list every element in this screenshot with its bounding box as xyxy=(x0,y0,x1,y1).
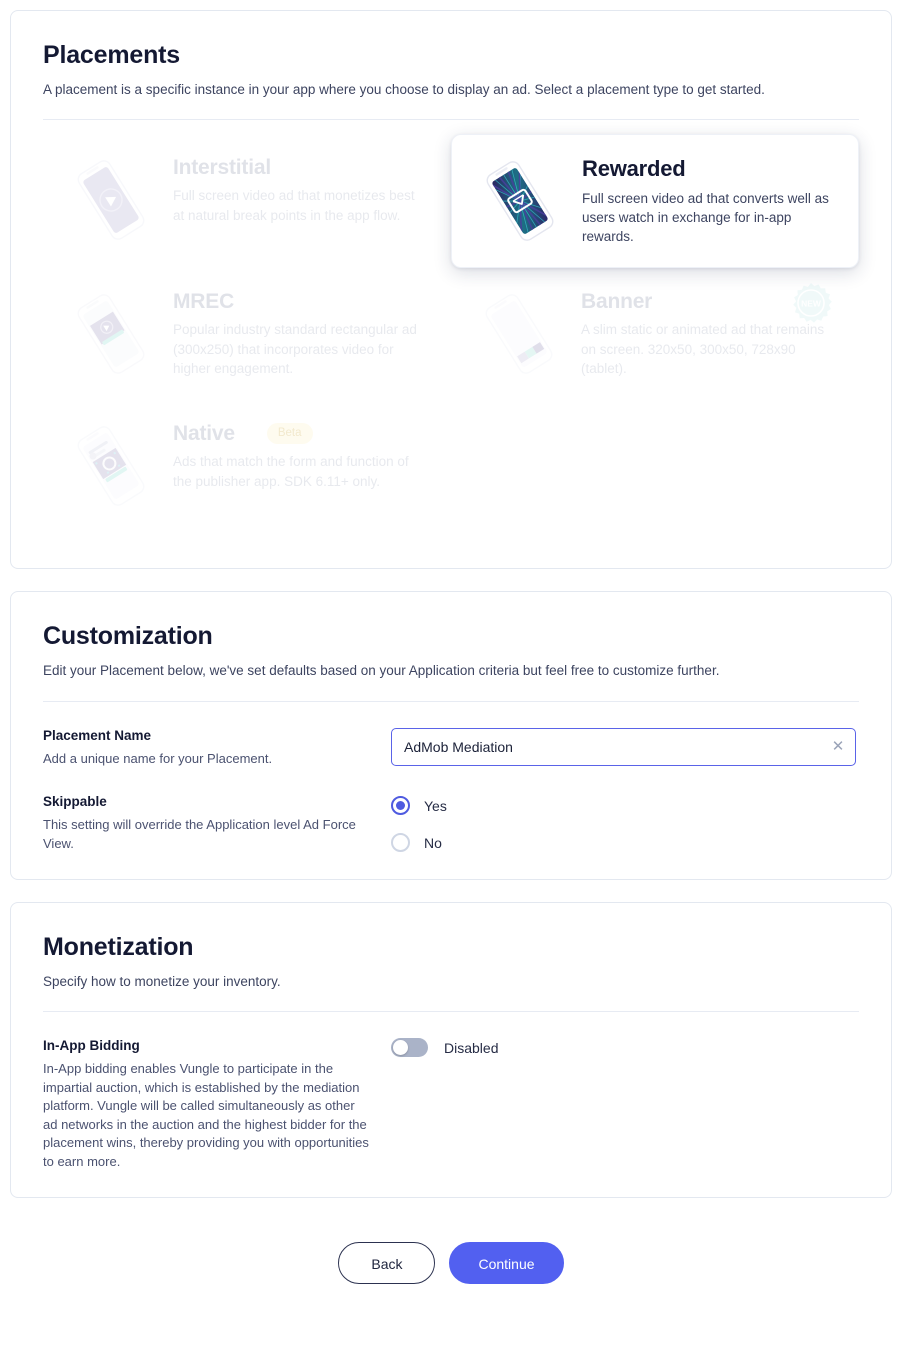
placement-wizard-page: Placements A placement is a specific ins… xyxy=(10,10,892,1314)
customization-title: Customization xyxy=(43,622,213,651)
placement-card-title: Interstitial xyxy=(173,156,271,180)
placement-card-mrec[interactable]: MREC Popular industry standard rectangul… xyxy=(43,268,451,400)
placements-panel: Placements A placement is a specific ins… xyxy=(10,10,892,570)
in-app-bidding-toggle[interactable] xyxy=(391,1038,428,1058)
placement-card-title: Native xyxy=(173,422,235,446)
placement-card-description: Full screen video ad that monetizes best… xyxy=(173,188,415,223)
customization-panel: Customization Edit your Placement below,… xyxy=(10,591,892,880)
placement-card-native[interactable]: Native Beta Ads that match the form and f… xyxy=(43,400,451,532)
monetization-title: Monetization xyxy=(43,932,194,961)
radio-label: No xyxy=(424,834,442,851)
placement-card-description: Popular industry standard rectangular ad… xyxy=(173,322,417,376)
phone-banner-icon xyxy=(471,286,567,382)
in-app-bidding-help: In-App bidding enables Vungle to partici… xyxy=(43,1061,369,1169)
in-app-bidding-label: In-App Bidding xyxy=(43,1038,140,1054)
back-button[interactable]: Back xyxy=(338,1242,436,1285)
radio-icon xyxy=(391,796,410,816)
customization-subtitle: Edit your Placement below, we've set def… xyxy=(43,663,720,679)
placements-title: Placements xyxy=(43,41,180,69)
placement-card-description: Ads that match the form and function of … xyxy=(173,454,409,489)
new-badge: NEW xyxy=(789,282,833,326)
continue-button[interactable]: Continue xyxy=(449,1242,564,1285)
customization-form: Placement Name Add a unique name for you… xyxy=(43,702,859,879)
placement-name-input[interactable] xyxy=(391,727,856,766)
skippable-option-no[interactable]: No xyxy=(391,833,859,853)
close-icon[interactable]: ✕ xyxy=(831,737,845,755)
placement-card-interstitial[interactable]: Interstitial Full screen video ad that m… xyxy=(43,134,451,268)
in-app-bidding-state: Disabled xyxy=(444,1039,499,1056)
placement-name-label: Placement Name xyxy=(43,727,152,743)
customization-divider xyxy=(43,700,859,702)
phone-rewarded-icon xyxy=(472,153,568,249)
placement-card-banner[interactable]: Banner A slim static or animated ad that… xyxy=(451,268,859,400)
placement-name-row: Placement Name Add a unique name for you… xyxy=(43,702,859,768)
monetization-panel: Monetization Specify how to monetize you… xyxy=(10,901,892,1199)
in-app-bidding-row: In-App Bidding In-App bidding enables Vu… xyxy=(43,1012,859,1171)
phone-interstitial-icon xyxy=(63,152,159,248)
skippable-option-yes[interactable]: Yes xyxy=(391,796,859,816)
phone-mrec-icon xyxy=(63,286,159,382)
placement-card-description: A slim static or animated ad that remain… xyxy=(581,322,825,376)
skippable-row: Skippable This setting will override the… xyxy=(43,768,859,853)
phone-native-icon xyxy=(63,418,159,514)
skippable-label: Skippable xyxy=(43,794,107,810)
svg-text:NEW: NEW xyxy=(801,299,822,309)
placement-card-title: Rewarded xyxy=(582,156,686,182)
beta-badge: Beta xyxy=(266,422,313,444)
placement-card-title: MREC xyxy=(173,290,235,314)
monetization-divider xyxy=(43,1011,859,1013)
placements-divider xyxy=(43,119,859,121)
monetization-form: In-App Bidding In-App bidding enables Vu… xyxy=(43,1012,859,1197)
wizard-footer: Back Continue xyxy=(10,1220,892,1314)
radio-icon xyxy=(391,833,410,853)
placement-type-grid: Interstitial Full screen video ad that m… xyxy=(43,120,859,568)
placements-subtitle: A placement is a specific instance in yo… xyxy=(43,81,765,97)
placement-card-title: Banner xyxy=(581,290,653,314)
placement-card-description: Full screen video ad that converts well … xyxy=(582,190,829,244)
placement-card-rewarded[interactable]: Rewarded Full screen video ad that conve… xyxy=(451,134,859,269)
monetization-subtitle: Specify how to monetize your inventory. xyxy=(43,973,281,989)
radio-label: Yes xyxy=(424,797,447,814)
placement-name-help: Add a unique name for your Placement. xyxy=(43,750,273,766)
skippable-help: This setting will override the Applicati… xyxy=(43,817,356,851)
skippable-radio-group: Yes No xyxy=(391,794,859,853)
